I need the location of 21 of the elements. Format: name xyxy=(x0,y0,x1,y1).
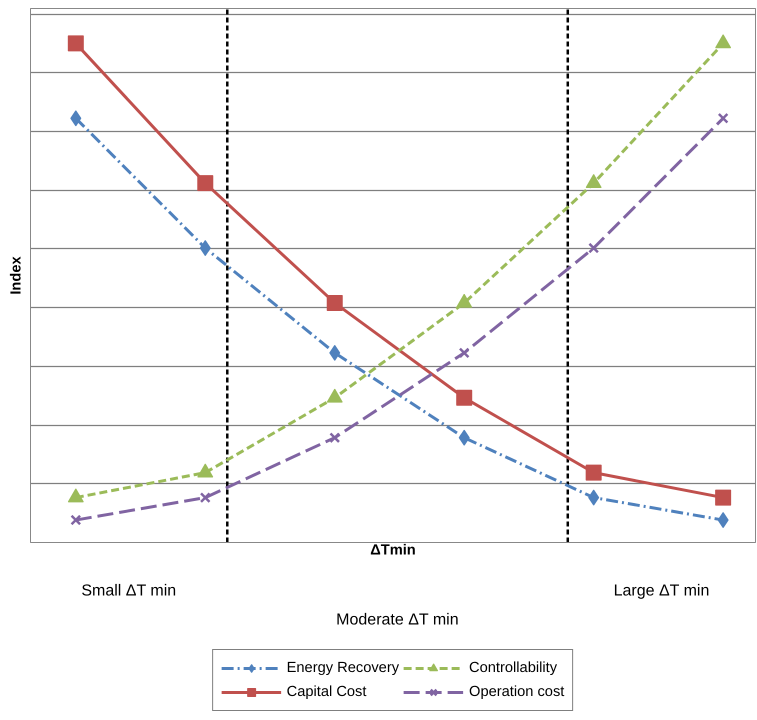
point xyxy=(197,175,214,192)
point xyxy=(588,242,600,254)
point xyxy=(586,464,602,481)
point xyxy=(329,432,340,444)
x-axis-title: ΔTmin xyxy=(370,542,416,558)
point xyxy=(458,347,470,358)
text: Large ΔT min xyxy=(614,582,710,600)
legend-label: Energy Recovery xyxy=(286,660,400,676)
point xyxy=(718,112,729,124)
y-axis-title: Index xyxy=(8,256,24,295)
legend-label: Operation cost xyxy=(469,684,564,700)
point xyxy=(200,492,211,504)
point xyxy=(326,294,343,311)
text: Moderate ΔT min xyxy=(336,612,459,628)
legend-label: Controllability xyxy=(469,660,558,676)
text: Small ΔT min xyxy=(81,582,176,600)
point xyxy=(456,390,472,406)
point xyxy=(715,490,732,506)
point xyxy=(68,35,84,52)
legend-label: Capital Cost xyxy=(286,684,366,700)
point xyxy=(70,514,82,526)
